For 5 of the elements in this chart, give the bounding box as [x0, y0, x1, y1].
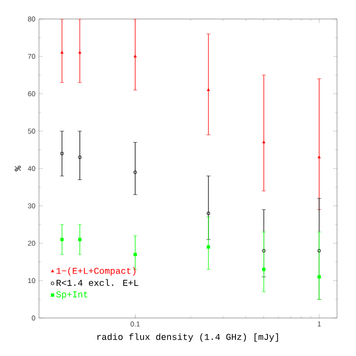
legend-label: Sp+Int [56, 291, 88, 300]
y-axis-title: % [14, 166, 21, 172]
x-axis-title: radio flux density (1.4 GHz) [mJy] [97, 333, 278, 342]
legend-label: 1−(E+L+Compact) [56, 267, 136, 276]
legend-label: R<1.4 excl. E+L [56, 279, 138, 286]
